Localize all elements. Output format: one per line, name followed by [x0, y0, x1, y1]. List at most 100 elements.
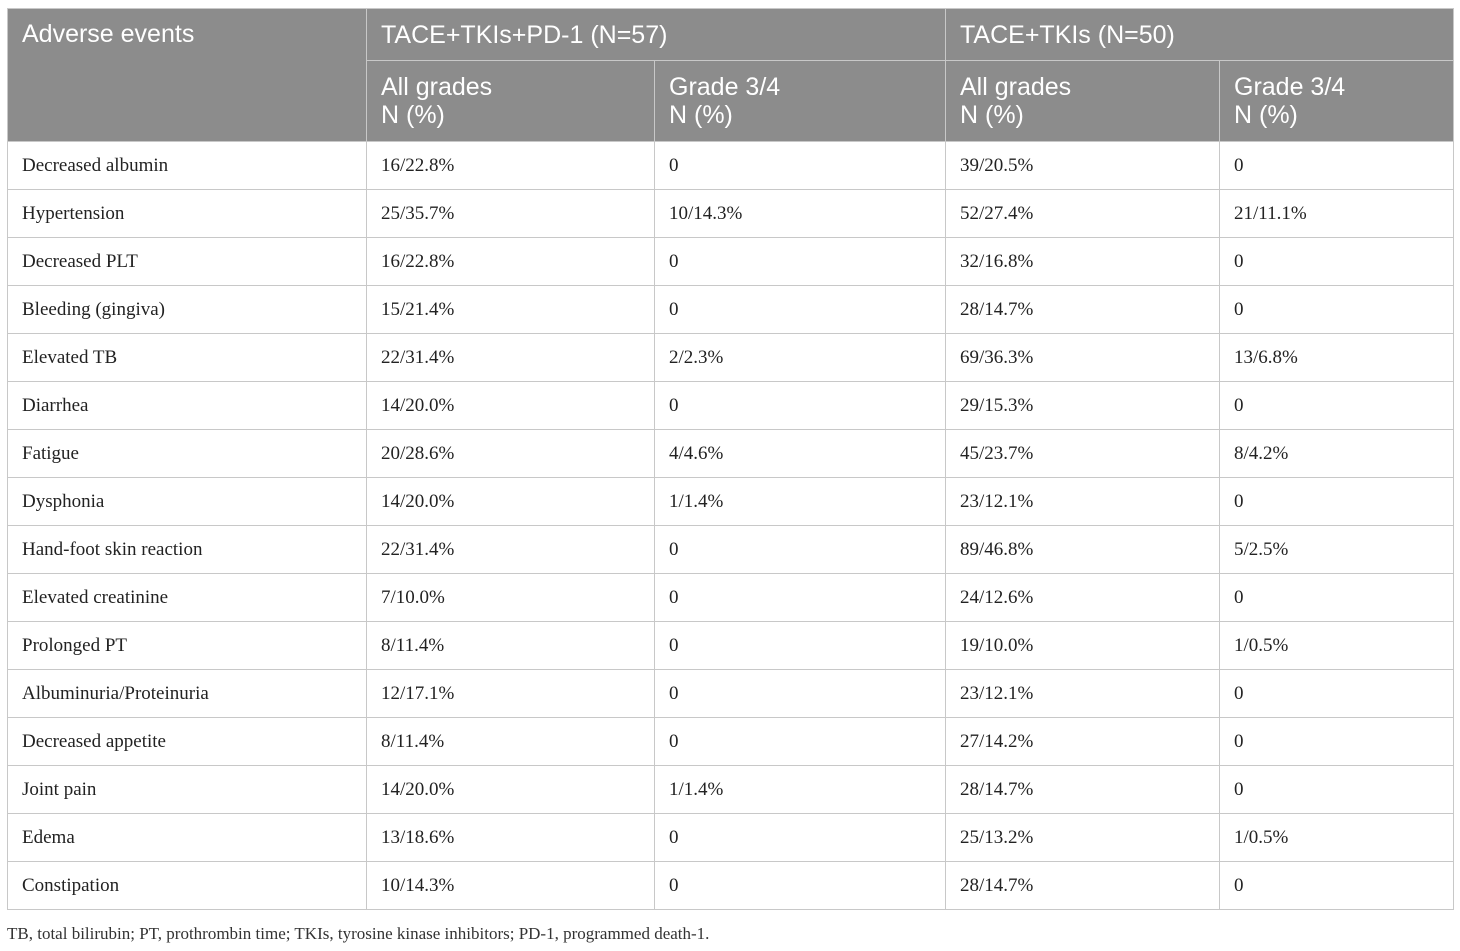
tace-tkis-all-grades-cell: 32/16.8%	[945, 237, 1220, 286]
tace-tkis-all-grades-cell: 45/23.7%	[945, 429, 1220, 478]
tace-tkis-grade34-cell: 13/6.8%	[1219, 333, 1454, 382]
table-row: Fatigue 20/28.6% 4/4.6% 45/23.7% 8/4.2%	[7, 429, 1454, 478]
tace-tkis-pd1-all-grades-cell: 7/10.0%	[366, 573, 655, 622]
event-name-cell: Decreased PLT	[7, 237, 367, 286]
tace-tkis-pd1-all-grades-cell: 14/20.0%	[366, 381, 655, 430]
tace-tkis-grade34-cell: 0	[1219, 381, 1454, 430]
header-unit: N (%)	[960, 101, 1024, 129]
tace-tkis-grade34-cell: 8/4.2%	[1219, 429, 1454, 478]
event-name-cell: Hand-foot skin reaction	[7, 525, 367, 574]
event-name-cell: Decreased appetite	[7, 717, 367, 766]
tace-tkis-pd1-all-grades-cell: 15/21.4%	[366, 285, 655, 334]
tace-tkis-grade34-cell: 5/2.5%	[1219, 525, 1454, 574]
header-label: Grade 3/4	[669, 73, 781, 101]
tace-tkis-pd1-all-grades-cell: 14/20.0%	[366, 765, 655, 814]
tace-tkis-all-grades-cell: 19/10.0%	[945, 621, 1220, 670]
tace-tkis-all-grades-cell: 24/12.6%	[945, 573, 1220, 622]
tace-tkis-grade34-cell: 0	[1219, 717, 1454, 766]
table-row: Hand-foot skin reaction 22/31.4% 0 89/46.8%…	[7, 525, 1454, 574]
tace-tkis-pd1-grade34-cell: 0	[654, 525, 946, 574]
event-name-cell: Prolonged PT	[7, 621, 367, 670]
table-row: Diarrhea 14/20.0% 0 29/15.3% 0	[7, 381, 1454, 430]
table-row: Joint pain 14/20.0% 1/1.4% 28/14.7% 0	[7, 765, 1454, 814]
tace-tkis-all-grades-cell: 29/15.3%	[945, 381, 1220, 430]
tace-tkis-grade34-cell: 0	[1219, 477, 1454, 526]
tace-tkis-pd1-grade34-cell: 1/1.4%	[654, 477, 946, 526]
tace-tkis-pd1-all-grades-cell: 16/22.8%	[366, 237, 655, 286]
header-row-groups: Adverse events TACE+TKIs+PD-1 (N=57) TAC…	[7, 8, 1454, 142]
table-body: Decreased albumin 16/22.8% 0 39/20.5% 0 Hyper…	[7, 141, 1454, 910]
tace-tkis-all-grades-cell: 52/27.4%	[945, 189, 1220, 238]
header-label: All grades	[960, 73, 1072, 101]
tace-tkis-pd1-all-grades-cell: 10/14.3%	[366, 861, 655, 910]
tace-tkis-pd1-grade34-cell: 0	[654, 141, 946, 190]
header-grade34-2: Grade 3/4 N (%)	[1219, 60, 1454, 142]
header-group-tace-tkis: TACE+TKIs (N=50)	[945, 8, 1454, 61]
tace-tkis-pd1-grade34-cell: 0	[654, 285, 946, 334]
table-row: Bleeding (gingiva) 15/21.4% 0 28/14.7% 0	[7, 285, 1454, 334]
tace-tkis-all-grades-cell: 28/14.7%	[945, 861, 1220, 910]
tace-tkis-pd1-all-grades-cell: 8/11.4%	[366, 621, 655, 670]
tace-tkis-pd1-all-grades-cell: 16/22.8%	[366, 141, 655, 190]
header-grade34-1: Grade 3/4 N (%)	[654, 60, 946, 142]
tace-tkis-grade34-cell: 0	[1219, 669, 1454, 718]
header-unit: N (%)	[381, 101, 445, 129]
header-all-grades-2: All grades N (%)	[945, 60, 1220, 142]
table-row: Decreased albumin 16/22.8% 0 39/20.5% 0	[7, 141, 1454, 190]
header-row-subcolumns: All grades N (%) Grade 3/4 N (%) All grade…	[8, 60, 1454, 142]
event-name-cell: Diarrhea	[7, 381, 367, 430]
tace-tkis-pd1-all-grades-cell: 22/31.4%	[366, 525, 655, 574]
tace-tkis-grade34-cell: 0	[1219, 141, 1454, 190]
tace-tkis-grade34-cell: 0	[1219, 237, 1454, 286]
table-row: Edema 13/18.6% 0 25/13.2% 1/0.5%	[7, 813, 1454, 862]
tace-tkis-all-grades-cell: 28/14.7%	[945, 765, 1220, 814]
tace-tkis-pd1-all-grades-cell: 14/20.0%	[366, 477, 655, 526]
event-name-cell: Joint pain	[7, 765, 367, 814]
tace-tkis-grade34-cell: 1/0.5%	[1219, 621, 1454, 670]
tace-tkis-all-grades-cell: 27/14.2%	[945, 717, 1220, 766]
tace-tkis-all-grades-cell: 69/36.3%	[945, 333, 1220, 382]
event-name-cell: Decreased albumin	[7, 141, 367, 190]
table-row: Decreased PLT 16/22.8% 0 32/16.8% 0	[7, 237, 1454, 286]
tace-tkis-all-grades-cell: 25/13.2%	[945, 813, 1220, 862]
tace-tkis-pd1-grade34-cell: 1/1.4%	[654, 765, 946, 814]
tace-tkis-pd1-all-grades-cell: 12/17.1%	[366, 669, 655, 718]
table-row: Albuminuria/Proteinuria 12/17.1% 0 23/12.1%…	[7, 669, 1454, 718]
tace-tkis-pd1-grade34-cell: 0	[654, 717, 946, 766]
event-name-cell: Hypertension	[7, 189, 367, 238]
tace-tkis-pd1-grade34-cell: 2/2.3%	[654, 333, 946, 382]
tace-tkis-pd1-grade34-cell: 0	[654, 573, 946, 622]
event-name-cell: Edema	[7, 813, 367, 862]
tace-tkis-pd1-grade34-cell: 0	[654, 621, 946, 670]
tace-tkis-pd1-grade34-cell: 0	[654, 813, 946, 862]
tace-tkis-all-grades-cell: 23/12.1%	[945, 477, 1220, 526]
tace-tkis-pd1-all-grades-cell: 20/28.6%	[366, 429, 655, 478]
tace-tkis-pd1-grade34-cell: 0	[654, 237, 946, 286]
tace-tkis-pd1-grade34-cell: 0	[654, 669, 946, 718]
header-unit: N (%)	[669, 101, 733, 129]
tace-tkis-grade34-cell: 0	[1219, 765, 1454, 814]
adverse-events-table: Adverse events TACE+TKIs+PD-1 (N=57) TAC…	[7, 8, 1454, 910]
event-name-cell: Elevated creatinine	[7, 573, 367, 622]
tace-tkis-pd1-all-grades-cell: 22/31.4%	[366, 333, 655, 382]
tace-tkis-pd1-grade34-cell: 0	[654, 381, 946, 430]
tace-tkis-all-grades-cell: 28/14.7%	[945, 285, 1220, 334]
table-row: Constipation 10/14.3% 0 28/14.7% 0	[7, 861, 1454, 910]
event-name-cell: Albuminuria/Proteinuria	[7, 669, 367, 718]
table-row: Dysphonia 14/20.0% 1/1.4% 23/12.1% 0	[7, 477, 1454, 526]
tace-tkis-pd1-all-grades-cell: 13/18.6%	[366, 813, 655, 862]
tace-tkis-grade34-cell: 1/0.5%	[1219, 813, 1454, 862]
tace-tkis-grade34-cell: 0	[1219, 285, 1454, 334]
table-footnote: TB, total bilirubin; PT, prothrombin tim…	[7, 924, 710, 943]
table-row: Prolonged PT 8/11.4% 0 19/10.0% 1/0.5%	[7, 621, 1454, 670]
header-label: All grades	[381, 73, 493, 101]
table-header: Adverse events TACE+TKIs+PD-1 (N=57) TAC…	[7, 8, 1454, 142]
header-all-grades-1: All grades N (%)	[366, 60, 655, 142]
table-row: Hypertension 25/35.7% 10/14.3% 52/27.4% 21/1…	[7, 189, 1454, 238]
tace-tkis-pd1-all-grades-cell: 25/35.7%	[366, 189, 655, 238]
tace-tkis-pd1-all-grades-cell: 8/11.4%	[366, 717, 655, 766]
header-adverse-events: Adverse events	[7, 8, 367, 142]
header-group-tace-tkis-pd1: TACE+TKIs+PD-1 (N=57)	[366, 8, 946, 61]
tace-tkis-grade34-cell: 0	[1219, 861, 1454, 910]
tace-tkis-all-grades-cell: 89/46.8%	[945, 525, 1220, 574]
